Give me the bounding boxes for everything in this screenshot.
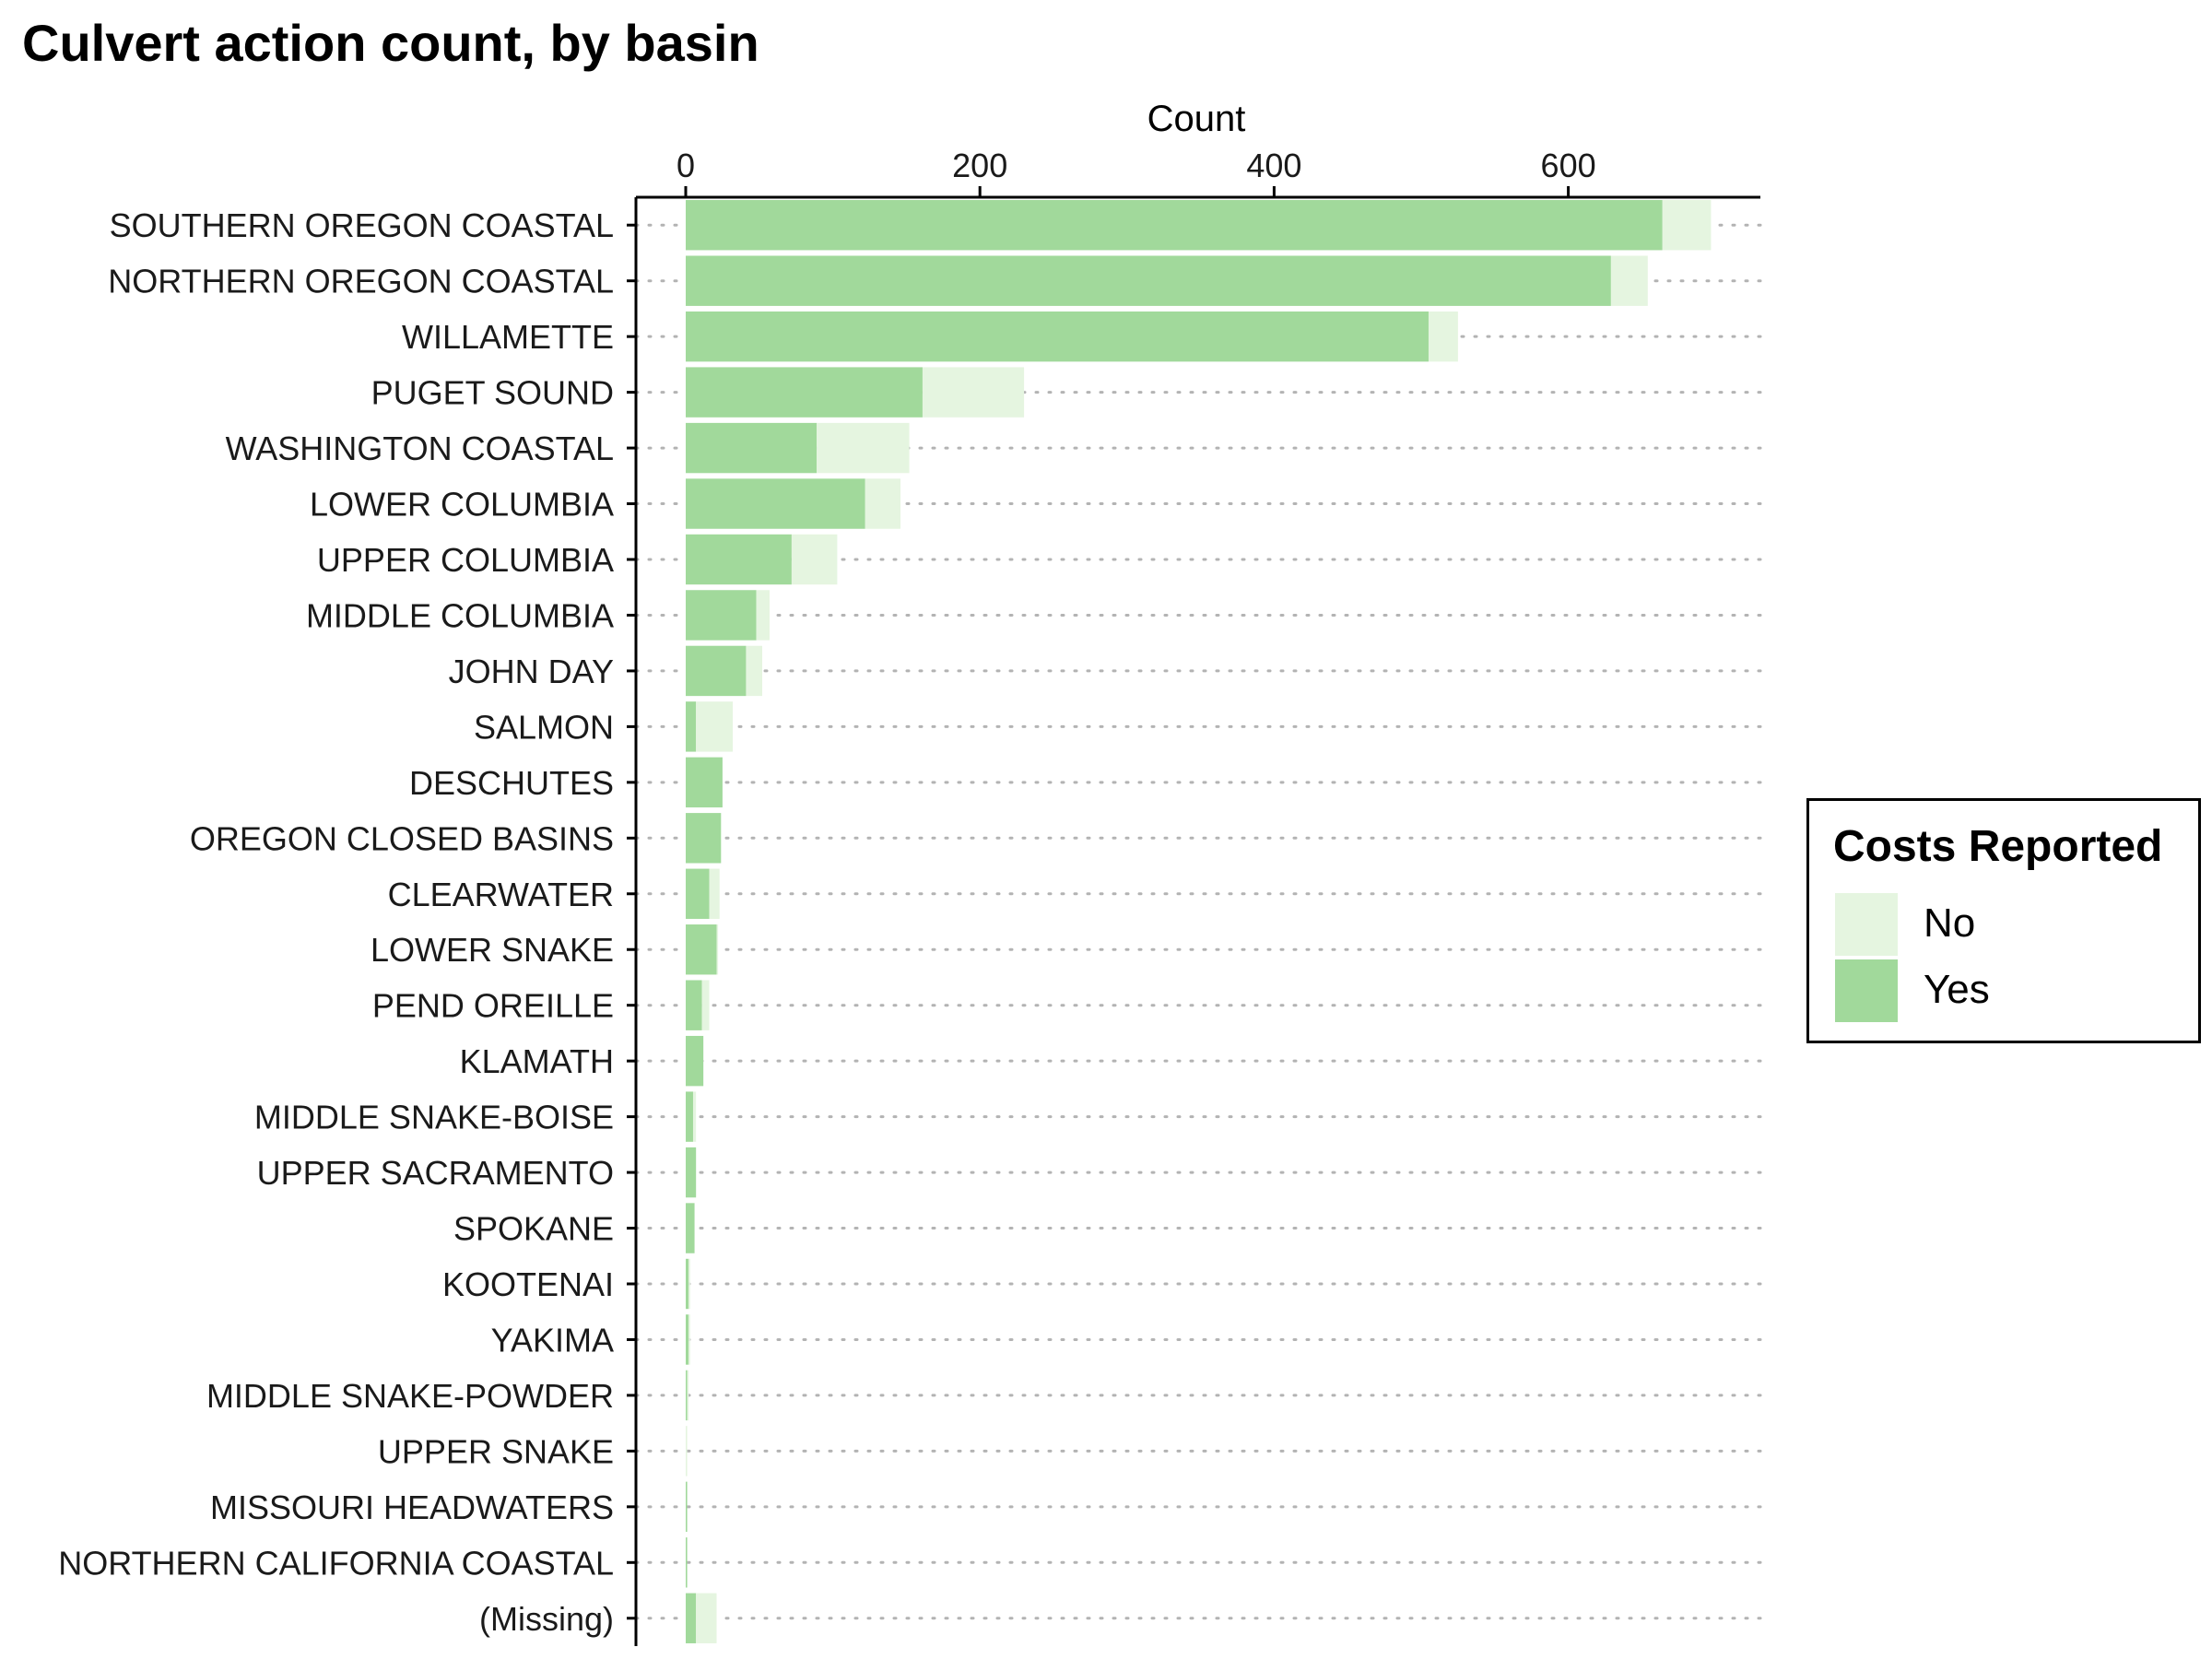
y-tick-label: CLEARWATER xyxy=(388,876,614,913)
bar-yes xyxy=(686,255,1611,306)
bar-no xyxy=(701,980,710,1030)
legend-item-no: No xyxy=(1835,893,2185,956)
axes: SOUTHERN OREGON COASTAL NORTHERN OREGON C… xyxy=(58,147,1760,1646)
bar-yes xyxy=(686,813,722,864)
bar-no xyxy=(709,868,720,919)
bar-no xyxy=(791,534,838,585)
y-tick-label: UPPER SNAKE xyxy=(378,1432,614,1470)
bar-yes xyxy=(686,422,818,474)
y-tick-label: MIDDLE SNAKE-POWDER xyxy=(206,1377,614,1415)
bar-yes xyxy=(686,1537,688,1588)
chart-title: Culvert action count, by basin xyxy=(22,14,759,72)
legend-swatch-no xyxy=(1835,893,1898,956)
bar-yes xyxy=(686,1147,697,1198)
bar-yes xyxy=(686,868,710,919)
legend-item-yes: Yes xyxy=(1835,959,2185,1022)
bar-yes xyxy=(686,478,865,529)
y-tick-label: OREGON CLOSED BASINS xyxy=(190,819,614,857)
bar-no xyxy=(688,1258,690,1310)
x-axis-title: Count xyxy=(1147,99,1246,139)
y-tick-label: MIDDLE SNAKE-BOISE xyxy=(254,1099,614,1136)
legend-title: Costs Reported xyxy=(1833,822,2163,871)
y-tick-label: SALMON xyxy=(474,708,614,746)
y-tick-label: JOHN DAY xyxy=(449,653,614,690)
bar-yes xyxy=(686,1370,688,1421)
bar-yes xyxy=(686,534,792,585)
bar-no xyxy=(687,1370,689,1421)
y-tick-label: NORTHERN OREGON COASTAL xyxy=(108,263,614,300)
y-tick-label: UPPER SACRAMENTO xyxy=(257,1154,614,1192)
y-tick-label: KOOTENAI xyxy=(442,1265,614,1303)
bar-no xyxy=(716,924,719,975)
bar-yes xyxy=(686,1258,689,1310)
x-tick-label: 0 xyxy=(677,147,695,184)
y-tick-label: UPPER COLUMBIA xyxy=(317,541,614,579)
bar-no xyxy=(696,701,734,752)
y-tick-label: WASHINGTON COASTAL xyxy=(226,429,614,467)
bar-yes xyxy=(686,1314,689,1365)
y-tick-label: SPOKANE xyxy=(453,1210,614,1248)
bar-yes xyxy=(686,590,757,641)
y-tick-label: PEND OREILLE xyxy=(372,987,614,1025)
bar-yes xyxy=(686,1481,688,1533)
y-tick-label: NORTHERN CALIFORNIA COASTAL xyxy=(58,1544,614,1582)
bar-yes xyxy=(686,1035,704,1087)
bar-yes xyxy=(686,980,702,1030)
bar-no xyxy=(696,1593,717,1643)
y-tick-label: SOUTHERN OREGON COASTAL xyxy=(110,206,614,244)
legend-swatch-yes xyxy=(1835,959,1898,1022)
bar-no xyxy=(817,422,910,474)
bar-yes xyxy=(686,1203,695,1253)
bar-yes xyxy=(686,311,1429,362)
bar-yes xyxy=(686,1091,693,1142)
bar-yes xyxy=(686,701,697,752)
y-tick-label: DESCHUTES xyxy=(409,764,614,802)
bar-yes xyxy=(686,200,1663,251)
bar-yes xyxy=(686,924,717,975)
bar-yes xyxy=(686,645,747,697)
y-tick-label: LOWER COLUMBIA xyxy=(310,486,614,524)
y-tick-label: YAKIMA xyxy=(491,1321,614,1359)
x-tick-label: 600 xyxy=(1541,147,1596,184)
bar-no xyxy=(688,1314,690,1365)
bar-no xyxy=(1662,200,1712,251)
legend-label-yes: Yes xyxy=(1924,967,1990,1012)
bar-no xyxy=(1428,311,1458,362)
y-tick-label: PUGET SOUND xyxy=(371,374,614,412)
bar-yes xyxy=(686,757,723,808)
legend: Costs Reported No Yes xyxy=(1806,798,2201,1043)
bar-no xyxy=(756,590,770,641)
bars xyxy=(686,200,1712,1643)
bar-no xyxy=(922,367,1025,418)
x-tick-label: 400 xyxy=(1246,147,1301,184)
bar-yes xyxy=(686,367,923,418)
bar-yes xyxy=(686,1593,697,1643)
x-tick-label: 200 xyxy=(952,147,1007,184)
y-tick-label: KLAMATH xyxy=(460,1042,614,1080)
y-tick-label: MISSOURI HEADWATERS xyxy=(210,1488,614,1526)
bar-no xyxy=(686,1426,688,1477)
legend-label-no: No xyxy=(1924,900,1976,946)
bar-no xyxy=(865,478,901,529)
bar-no xyxy=(1610,255,1648,306)
bar-no xyxy=(746,645,762,697)
bar-no xyxy=(692,1091,697,1142)
y-tick-label: MIDDLE COLUMBIA xyxy=(306,596,614,634)
y-tick-label: WILLAMETTE xyxy=(402,318,614,356)
y-tick-label: (Missing) xyxy=(479,1600,614,1638)
y-tick-label: LOWER SNAKE xyxy=(371,931,614,969)
